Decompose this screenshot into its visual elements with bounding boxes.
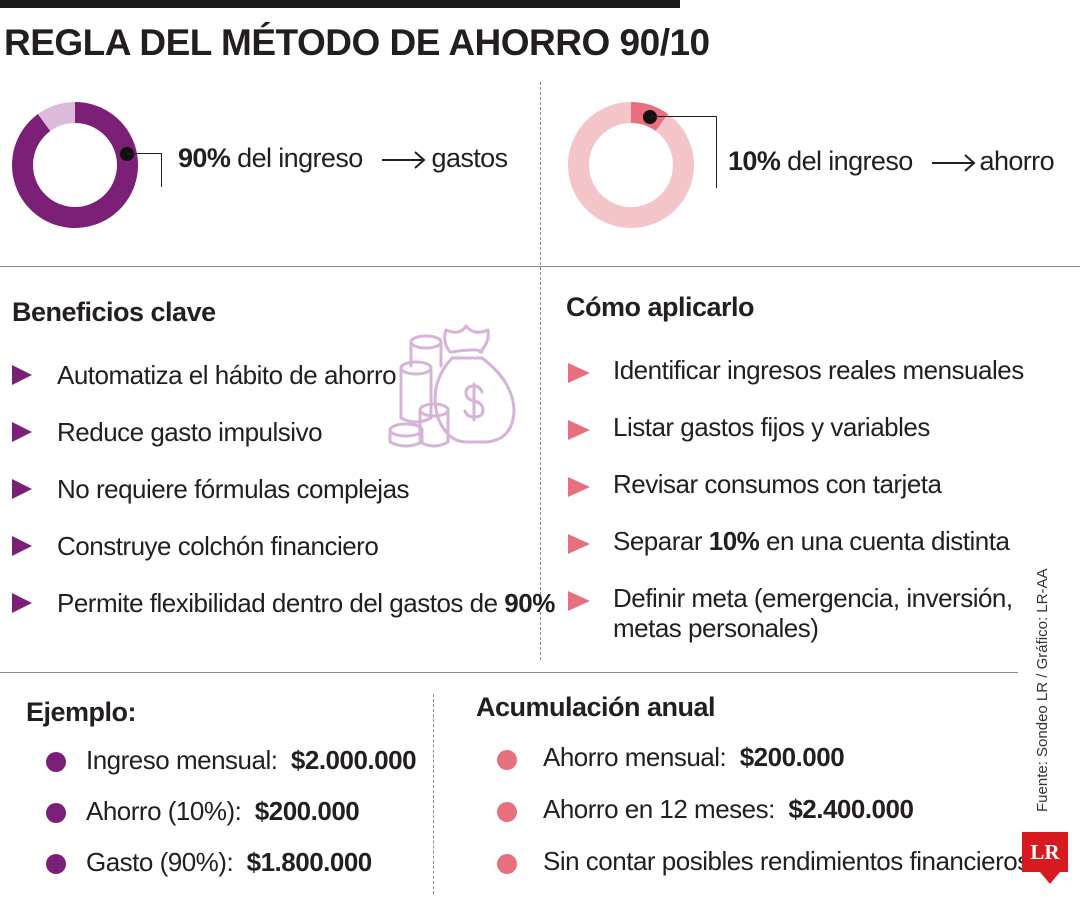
vertical-divider-bottom [433, 694, 434, 894]
list-item: Reduce gasto impulsivo [12, 417, 532, 474]
triangle-bullet-icon [568, 477, 590, 497]
item-value: $2.400.000 [788, 794, 914, 824]
right-arrow-icon [381, 151, 426, 169]
beneficios-list: Automatiza el hábito de ahorro Reduce ga… [12, 360, 555, 645]
horizontal-divider-1 [0, 266, 1080, 267]
donut-slice [37, 102, 75, 132]
callout-line-gastos [127, 153, 162, 154]
dot-bullet-icon [46, 752, 66, 772]
item-text: Revisar consumos con tarjeta [613, 469, 942, 499]
pct-text: del ingreso [230, 143, 363, 173]
list-item: Permite flexibilidad dentro del gastos d… [12, 588, 555, 645]
pct-value: 10% [728, 146, 781, 176]
item-value: $2.000.000 [290, 745, 417, 775]
como-title: Cómo aplicarlo [566, 292, 755, 322]
lr-logo-tail [1040, 872, 1060, 884]
item-text: Definir meta (emergencia, inversión, [613, 583, 1013, 613]
pct-label-gastos: 90% del ingreso gastos [178, 143, 508, 174]
triangle-bullet-icon [568, 363, 590, 383]
callout-dot-gastos [120, 147, 134, 161]
triangle-bullet-icon [12, 365, 32, 385]
item-text: Construye colchón financiero [57, 531, 379, 561]
ejemplo-title: Ejemplo: [26, 697, 137, 727]
beneficios-title: Beneficios clave [12, 297, 216, 327]
acumulacion-title: Acumulación anual [476, 692, 716, 722]
item-value: $200.000 [739, 742, 845, 772]
pct-target: gastos [431, 143, 509, 173]
vertical-divider-top [540, 82, 541, 660]
item-text-after: en una cuenta distinta [759, 526, 1010, 556]
top-rule [0, 0, 680, 8]
callout-dot-ahorro [643, 110, 657, 124]
right-arrow-icon [931, 154, 976, 172]
dot-bullet-icon [497, 854, 517, 874]
item-label: Ahorro en 12 meses: [543, 794, 775, 824]
dot-bullet-icon [497, 750, 517, 770]
item-text: Permite flexibilidad dentro del gastos d… [57, 588, 505, 618]
item-label: Ahorro mensual: [543, 742, 727, 772]
pct-target: ahorro [979, 146, 1055, 176]
list-item: Automatiza el hábito de ahorro [12, 360, 532, 417]
horizontal-divider-2 [0, 672, 1018, 673]
item-label: Ahorro (10%): [86, 796, 242, 826]
list-item: No requiere fórmulas complejas [12, 474, 532, 531]
donut-chart-gastos [11, 102, 139, 228]
donut-slice [568, 102, 694, 229]
source-credit: Fuente: Sondeo LR / Gráfico: LR-AA [1034, 568, 1051, 812]
callout-line-ahorro [650, 116, 717, 117]
item-bold: 90% [504, 588, 555, 618]
item-text: Reduce gasto impulsivo [57, 417, 323, 447]
item-label: Gasto (90%): [86, 847, 234, 877]
item-value: $200.000 [254, 796, 360, 826]
item-text: Automatiza el hábito de ahorro [57, 360, 397, 390]
lr-logo: LR [1022, 832, 1068, 872]
item-text: Identificar ingresos reales mensuales [613, 355, 1024, 385]
item-text: Listar gastos fijos y variables [613, 412, 930, 442]
item-text: No requiere fórmulas complejas [57, 474, 410, 504]
item-label: Sin contar posibles rendimientos financi… [543, 846, 1030, 876]
triangle-bullet-icon [12, 422, 32, 442]
dot-bullet-icon [46, 854, 66, 874]
triangle-bullet-icon [12, 479, 32, 499]
dot-bullet-icon [46, 803, 66, 823]
pct-text: del ingreso [780, 146, 913, 176]
pct-label-ahorro: 10% del ingreso ahorro [728, 146, 1055, 177]
dot-bullet-icon [497, 802, 517, 822]
callout-line-gastos-vertical [161, 153, 162, 187]
triangle-bullet-icon [568, 534, 590, 554]
triangle-bullet-icon [12, 593, 32, 613]
pct-value: 90% [178, 143, 231, 173]
money-bag-and-coins-icon [388, 324, 516, 448]
item-text-line2: metas personales) [613, 613, 819, 643]
triangle-bullet-icon [568, 420, 590, 440]
triangle-bullet-icon [568, 591, 590, 611]
item-text: Separar [613, 526, 709, 556]
page-title: REGLA DEL MÉTODO DE AHORRO 90/10 [4, 22, 710, 63]
item-label: Ingreso mensual: [86, 745, 278, 775]
triangle-bullet-icon [12, 536, 32, 556]
donut-chart-ahorro [568, 102, 694, 229]
item-value: $1.800.000 [246, 847, 373, 877]
list-item: Construye colchón financiero [12, 531, 532, 588]
donut-slice [11, 102, 139, 228]
callout-line-ahorro-vertical [716, 116, 717, 188]
item-bold: 10% [708, 526, 760, 556]
